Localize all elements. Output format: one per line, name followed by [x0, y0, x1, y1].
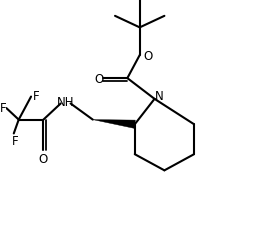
- Text: NH: NH: [57, 95, 74, 108]
- Text: O: O: [39, 153, 48, 166]
- Text: O: O: [144, 49, 153, 62]
- Polygon shape: [93, 120, 135, 129]
- Text: N: N: [155, 89, 163, 103]
- Text: F: F: [33, 89, 40, 103]
- Text: F: F: [0, 101, 7, 114]
- Text: O: O: [94, 72, 104, 85]
- Text: F: F: [12, 134, 18, 147]
